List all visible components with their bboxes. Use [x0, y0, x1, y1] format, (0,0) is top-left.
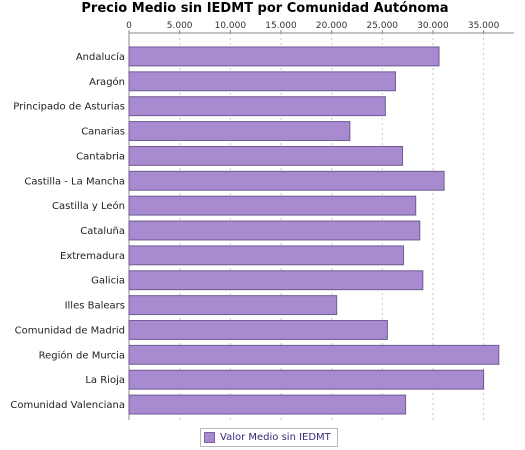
x-tick-label: 30.000 — [417, 21, 449, 31]
bar — [128, 344, 500, 365]
bar — [128, 320, 388, 340]
x-axis-ticks: 0 5.000 10.000 15.000 20.000 25.000 30.000 35.0… — [126, 21, 500, 33]
category-label: Castilla - La Mancha — [24, 176, 125, 187]
bar — [128, 369, 485, 390]
x-tick-label: 10.000 — [215, 21, 247, 31]
bar — [128, 270, 424, 291]
bar — [128, 195, 417, 216]
bar — [128, 220, 421, 241]
x-tick-label: 25.000 — [367, 21, 399, 31]
category-label: Galicia — [91, 276, 125, 287]
x-tick-label: 0 — [126, 21, 132, 31]
bars — [128, 46, 500, 415]
bar — [128, 46, 440, 67]
bar — [128, 96, 386, 117]
x-tick-label: 15.000 — [265, 21, 297, 31]
bar — [128, 170, 445, 191]
bar — [128, 394, 407, 415]
bar — [128, 71, 396, 92]
category-label: Aragón — [89, 76, 125, 88]
category-label: Canarias — [81, 127, 125, 138]
x-tick-label: 5.000 — [167, 21, 193, 31]
category-label: Principado de Asturias — [13, 102, 125, 113]
category-label: Cantabria — [76, 151, 125, 162]
x-tick-label: 35.000 — [468, 21, 500, 31]
category-label: Comunidad Valenciana — [10, 400, 125, 411]
category-label: Castilla y León — [52, 200, 125, 212]
bar — [128, 145, 404, 166]
legend-swatch — [204, 432, 215, 443]
bar — [128, 121, 351, 141]
legend: Valor Medio sin IEDMT — [200, 428, 338, 447]
category-label: Región de Murcia — [39, 349, 125, 361]
category-label: La Rioja — [85, 375, 125, 386]
category-label: Illes Balears — [65, 301, 125, 312]
category-label: Comunidad de Madrid — [15, 325, 125, 336]
category-label: Andalucía — [76, 51, 125, 63]
bar — [128, 295, 338, 316]
chart-title: Precio Medio sin IEDMT por Comunidad Aut… — [81, 1, 448, 16]
category-label: Cataluña — [80, 226, 125, 237]
category-labels: Andalucía Aragón Principado de Asturias Can… — [10, 51, 125, 411]
legend-label: Valor Medio sin IEDMT — [220, 432, 331, 443]
category-label: Extremadura — [60, 251, 125, 262]
x-tick-label: 20.000 — [316, 21, 348, 31]
bar — [128, 245, 405, 266]
